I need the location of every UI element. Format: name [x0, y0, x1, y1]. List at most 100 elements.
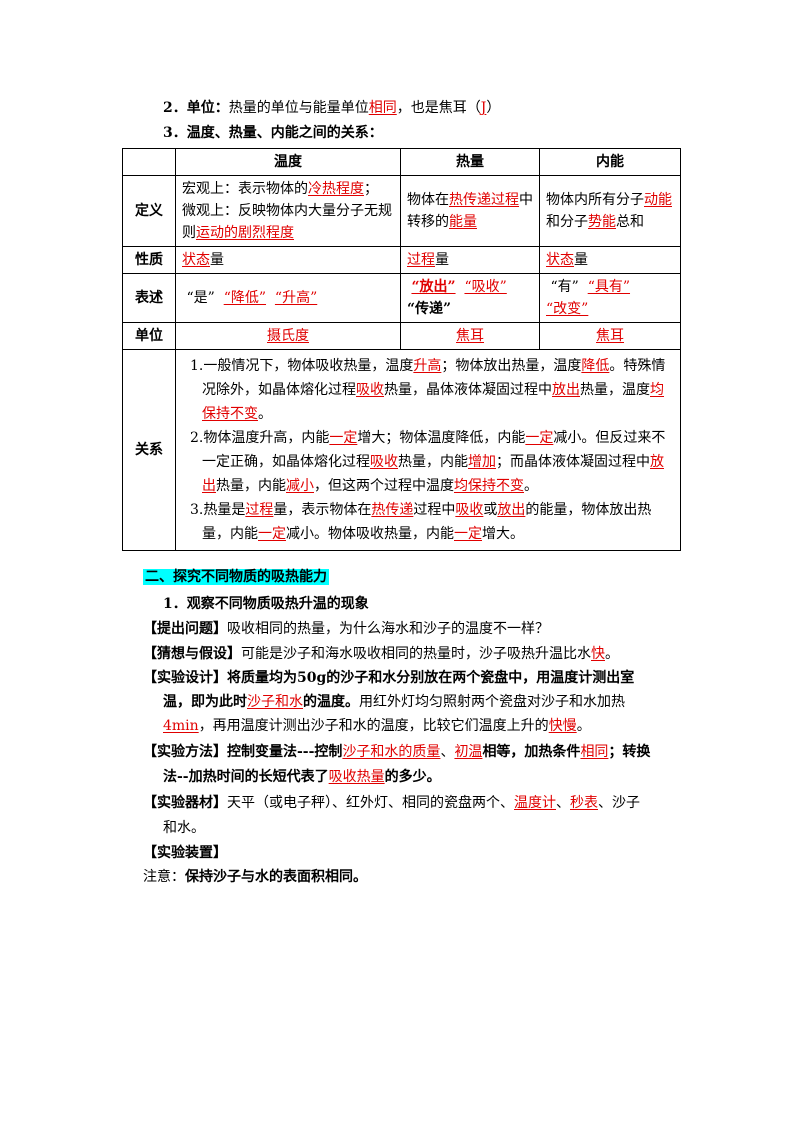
header-cell — [122, 148, 176, 176]
blank-answer: 增加 — [468, 454, 496, 470]
table-header-row: 温度 热量 内能 — [122, 148, 681, 176]
header-cell: 温度 — [175, 148, 401, 176]
blank-answer: 吸收 — [370, 454, 398, 470]
text: 法--加热时间的长短代表了 — [163, 769, 329, 785]
text: ，再用温度计测出沙子和水的温度，比较它们温度上升的 — [198, 718, 549, 734]
text: 注意： — [143, 869, 185, 885]
equipment-paragraph-line1: 【实验器材】天平（或电子秤）、红外灯、相同的瓷盘两个、温度计、秒表、沙子 — [143, 793, 640, 813]
text: 保持沙子与水的表面积相同。 — [185, 869, 367, 885]
blank-answer: 运动的剧烈程度 — [196, 225, 294, 241]
text: 物体内所有分子 — [546, 192, 644, 208]
text: 。 — [524, 478, 538, 494]
text: 总和 — [616, 214, 644, 230]
text: 或 — [483, 502, 498, 518]
cell: “放出” “吸收” “传递” — [400, 273, 540, 323]
blank-answer: 过程 — [407, 252, 435, 268]
text: 热量，内能 — [216, 478, 286, 494]
blank-answer: 相同 — [580, 744, 609, 760]
blank-answer: 降低 — [581, 358, 610, 374]
text: 热量，温度 — [580, 382, 650, 398]
text: “有” — [550, 279, 579, 295]
blank-answer: 能量 — [449, 214, 477, 230]
blank-answer: 沙子和水的质量 — [342, 744, 441, 760]
design-paragraph-line2: 温，即为此时沙子和水的温度。用红外灯均匀照射两个瓷盘对沙子和水加热 — [163, 692, 625, 712]
design-paragraph-line1: 【实验设计】将质量均为50g的沙子和水分别放在两个瓷盘中，用温度计测出室 — [143, 668, 634, 688]
text: 将质量均为50g的沙子和水分别放在两个瓷盘中，用温度计测出室 — [227, 670, 635, 686]
method-paragraph-line1: 【实验方法】控制变量法---控制沙子和水的质量、初温相等，加热条件相同；转换 — [143, 742, 650, 762]
blank-answer: 过程 — [245, 502, 274, 518]
text: 热量的单位与能量单位 — [228, 100, 369, 116]
text: 、 — [440, 744, 455, 760]
blank-answer: 动能 — [644, 192, 672, 208]
cell: 物体在热传递过程中转移的能量 — [400, 175, 540, 247]
text: ，也是焦耳（ — [396, 100, 481, 116]
blank-answer: 相同 — [368, 100, 397, 116]
text: 用红外灯均匀照射两个瓷盘对沙子和水加热 — [359, 694, 625, 710]
blank-answer: 吸收热量 — [328, 769, 385, 785]
question-paragraph: 【提出问题】吸收相同的热量，为什么海水和沙子的温度不一样？ — [143, 619, 549, 639]
text: 量 — [574, 252, 588, 268]
tag: 【实验器材】 — [143, 795, 227, 811]
cell: 焦耳 — [400, 322, 540, 350]
text: 1.一般情况下，物体吸收热量，温度 — [190, 358, 414, 374]
blank-answer: 均保持不变 — [202, 382, 664, 422]
item-number: 2． — [163, 100, 187, 116]
relation-item-1: 1.一般情况下，物体吸收热量，温度升高；物体放出热量，温度降低。特殊情况除外，如… — [190, 354, 674, 426]
text: 增大。 — [482, 526, 524, 542]
blank-answer: 一定 — [454, 526, 482, 542]
note-paragraph: 注意：保持沙子与水的表面积相同。 — [143, 867, 367, 887]
header-cell: 内能 — [539, 148, 681, 176]
tag: 【实验设计】 — [143, 670, 227, 686]
text: 。 — [605, 646, 619, 662]
text: 温，即为此时 — [163, 694, 247, 710]
blank-answer: 秒表 — [570, 795, 598, 811]
text: 、 — [556, 795, 570, 811]
blank-answer: 热传递过程 — [449, 192, 519, 208]
cell: 1.一般情况下，物体吸收热量，温度升高；物体放出热量，温度降低。特殊情况除外，如… — [175, 349, 681, 551]
text: 过程中 — [413, 502, 456, 518]
blank-answer: “吸收” — [464, 279, 507, 295]
section-heading: 二、探究不同物质的吸热能力 — [143, 567, 329, 587]
text: 热量，晶体液体凝固过程中 — [384, 382, 552, 398]
blank-answer: 快 — [591, 646, 605, 662]
table-row: 性质 状态量 过程量 状态量 — [122, 246, 681, 274]
text: 增大；物体温度降低，内能 — [357, 430, 526, 446]
blank-answer: 吸收 — [356, 382, 384, 398]
relation-table: 温度 热量 内能 定义 宏观上：表示物体的冷热程度； 微观上：反映物体内大量分子无… — [122, 148, 681, 551]
blank-answer: 放出 — [202, 454, 664, 494]
blank-answer: 放出 — [497, 502, 526, 518]
blank-answer: 摄氏度 — [267, 328, 309, 344]
text: 物体在 — [407, 192, 449, 208]
blank-answer: 均保持不变 — [454, 478, 524, 494]
text: 量 — [210, 252, 224, 268]
blank-answer: 一定 — [329, 430, 358, 446]
tag: 【猜想与假设】 — [143, 646, 241, 662]
blank-answer: “放出” — [411, 279, 456, 295]
apparatus-heading: 【实验装置】 — [143, 845, 227, 861]
text: 天平（或电子秤）、红外灯、相同的瓷盘两个、 — [227, 795, 514, 811]
text: 减小。物体吸收热量，内能 — [286, 526, 454, 542]
blank-answer: “改变” — [546, 301, 589, 317]
blank-answer: 温度计 — [514, 795, 556, 811]
table-row: 表述 “是” “降低” “升高” “放出” “吸收” “传递” “有” “具有” “… — [122, 273, 681, 323]
blank-answer: 势能 — [588, 214, 616, 230]
blank-answer: 升高 — [413, 358, 442, 374]
blank-answer: 快慢 — [548, 718, 577, 734]
blank-answer: 状态 — [182, 252, 210, 268]
text: 2.物体温度升高，内能 — [190, 430, 330, 446]
text: 的温度。 — [303, 694, 359, 710]
section-title: 二、探究不同物质的吸热能力 — [143, 569, 329, 585]
text: 宏观上：表示物体的 — [182, 181, 308, 197]
blank-answer: 吸收 — [455, 502, 484, 518]
header-cell: 热量 — [400, 148, 540, 176]
text: 相等，加热条件 — [482, 744, 581, 760]
text: “是” — [186, 290, 215, 306]
blank-answer: 减小 — [286, 478, 314, 494]
text: ） — [486, 100, 501, 116]
blank-answer: “升高” — [274, 290, 318, 306]
blank-answer: 热传递 — [371, 502, 414, 518]
text: ；物体放出热量，温度 — [441, 358, 582, 374]
blank-answer: 初温 — [454, 744, 483, 760]
text: ，但这两个过程中温度 — [314, 478, 454, 494]
blank-answer: 一定 — [258, 526, 286, 542]
